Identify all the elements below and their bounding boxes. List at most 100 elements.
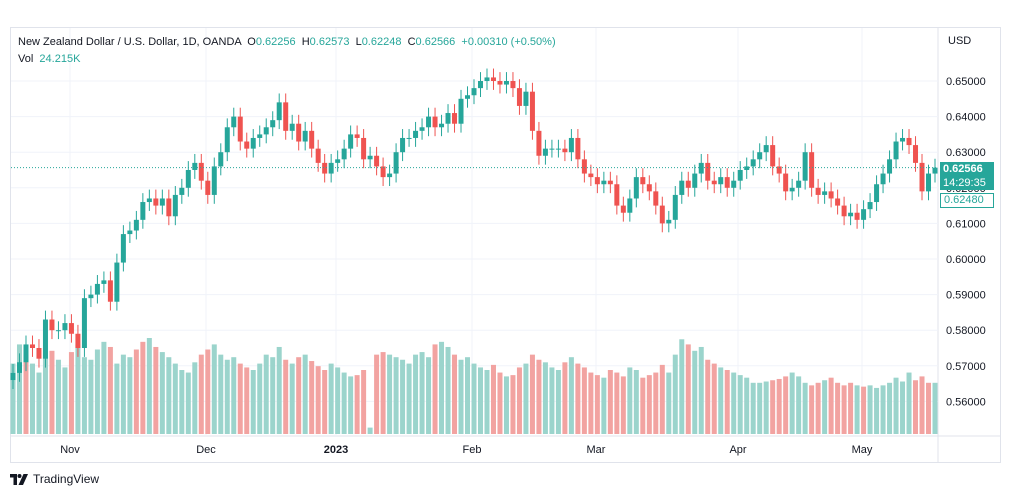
candle-body (36, 348, 42, 359)
y-tick-label: 0.59000 (946, 290, 986, 302)
volume-bar (516, 367, 522, 434)
candle-body (140, 202, 146, 220)
volume-bar (893, 377, 899, 434)
volume-bar (283, 359, 289, 434)
volume-bar (432, 344, 438, 434)
candle-body (374, 155, 380, 167)
candle-body (627, 198, 633, 213)
candle-body (835, 198, 841, 206)
volume-bar (348, 376, 354, 434)
candle-body (68, 323, 74, 334)
volume-bar (153, 346, 159, 434)
volume-bar (757, 382, 763, 434)
volume-bar (906, 372, 912, 434)
volume-bar (698, 346, 704, 434)
y-tick-label: 0.65000 (946, 76, 986, 88)
volume-bar (627, 367, 633, 434)
candle-body (257, 134, 263, 138)
volume-bar (166, 357, 172, 434)
volume-bar (55, 359, 61, 434)
volume-bar (29, 363, 35, 434)
candle-body (523, 91, 529, 106)
candle-body (666, 219, 672, 224)
volume-bar (263, 354, 269, 434)
volume-bar (841, 385, 847, 434)
candle-body (685, 180, 691, 188)
volume-bar (581, 367, 587, 434)
candle-body (42, 319, 48, 359)
close-label: C (407, 36, 416, 48)
candle-body (55, 330, 61, 332)
candle-body (607, 180, 613, 185)
volume-bar (419, 352, 425, 434)
volume-bar (802, 382, 808, 434)
candle-body (640, 177, 646, 185)
currency-label: USD (948, 35, 971, 47)
volume-bar (179, 370, 185, 434)
y-tick-label: 0.58000 (946, 325, 986, 337)
candle-body (23, 344, 29, 363)
volume-bar (913, 380, 919, 434)
candle-body (653, 191, 659, 206)
volume-bar (497, 372, 503, 434)
volume-bar (529, 354, 535, 434)
candle-body (16, 362, 22, 373)
price-chart[interactable]: 0.650000.640000.630000.620000.610000.600… (0, 0, 1012, 465)
volume-bar (523, 363, 529, 434)
volume-bar (672, 354, 678, 434)
volume-bar (205, 349, 211, 434)
candle-body (10, 372, 16, 381)
volume-bar (796, 376, 802, 434)
x-tick-label: May (852, 444, 873, 456)
candle-body (62, 323, 68, 331)
volume-bar (705, 359, 711, 434)
tradingview-brand[interactable]: TradingView (10, 472, 99, 486)
volume-bar (789, 372, 795, 434)
volume-bar (94, 349, 100, 434)
symbol-title[interactable]: New Zealand Dollar / U.S. Dollar, 1D, OA… (18, 36, 242, 48)
candle-body (477, 81, 483, 89)
candle-body (237, 116, 243, 142)
candle-body (692, 173, 698, 188)
candle-body (354, 134, 360, 138)
volume-bar (237, 363, 243, 434)
volume-bar (718, 367, 724, 434)
open-value: 0.62256 (255, 36, 296, 48)
volume-bar (828, 377, 834, 434)
candle-body (335, 159, 341, 163)
volume-bar (309, 361, 315, 434)
candle-body (718, 177, 724, 185)
candle-body (205, 180, 211, 195)
candle-body (490, 77, 496, 81)
candle-body (568, 137, 574, 153)
candle-body (679, 180, 685, 195)
candle-body (94, 283, 100, 295)
low-price-tag: 0.62480 (940, 193, 994, 208)
volume-bar (594, 375, 600, 434)
candle-body (120, 234, 126, 263)
volume-bar (36, 372, 42, 434)
volume-bar (549, 367, 555, 434)
low-value: 0.62248 (361, 36, 402, 48)
candle-body (594, 177, 600, 185)
candle-body (848, 212, 854, 217)
volume-bar (81, 357, 87, 434)
y-tick-label: 0.56000 (946, 396, 986, 408)
candle-body (107, 280, 113, 302)
candle-body (315, 148, 321, 163)
volume-bar (49, 350, 55, 434)
volume-bar (685, 344, 691, 434)
volume-bar (341, 372, 347, 434)
candle-body (439, 123, 445, 128)
candle-body (458, 98, 464, 124)
tradingview-logo-icon (10, 473, 28, 485)
volume-bar (354, 375, 360, 434)
volume-bar (127, 357, 133, 434)
x-tick-label: Mar (587, 444, 606, 456)
candle-body (283, 102, 289, 131)
candle-body (705, 162, 711, 181)
candle-body (893, 141, 899, 160)
volume-bar (289, 363, 295, 434)
volume-bar (114, 363, 120, 434)
volume-bar (75, 344, 81, 434)
